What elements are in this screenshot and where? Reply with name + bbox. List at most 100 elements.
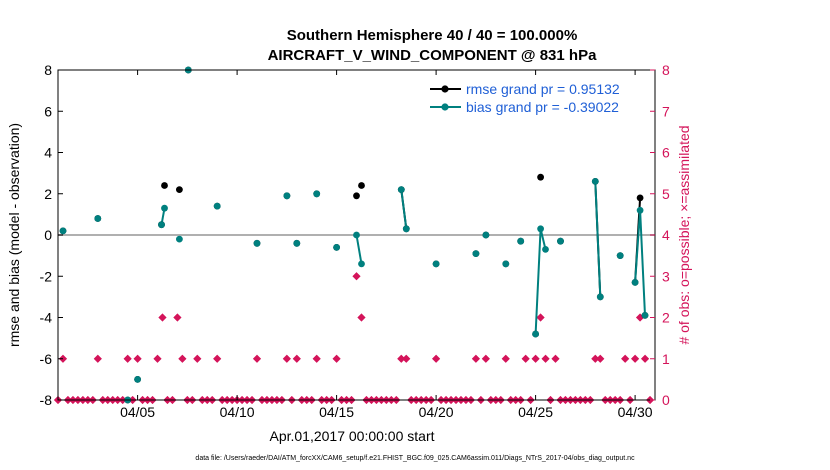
- obs-assimilated-marker: [471, 354, 480, 363]
- y-right-tick-label: 1: [662, 351, 670, 367]
- obs-assimilated-marker: [521, 354, 530, 363]
- obs-assimilated-marker: [621, 354, 630, 363]
- bias-point: [293, 239, 301, 247]
- bias-line-segment: [594, 181, 602, 297]
- bias-point: [472, 250, 480, 257]
- y-left-tick-label: -2: [40, 268, 53, 284]
- obs-assimilated-marker: [591, 354, 600, 363]
- x-tick-label: 04/10: [220, 404, 255, 420]
- rmse-point: [636, 194, 644, 202]
- bias-point: [517, 237, 525, 245]
- x-tick-label: 04/25: [518, 404, 553, 420]
- chart-title-line2: AIRCRAFT_V_WIND_COMPONENT @ 831 hPa: [268, 47, 598, 64]
- rmse-point: [161, 182, 168, 189]
- bias-point: [542, 246, 549, 253]
- x-axis-ticks: 04/05 04/10 04/15 04/20 04/25 04/30: [120, 70, 653, 420]
- bias-point: [631, 279, 639, 286]
- obs-assimilated-marker: [631, 354, 640, 363]
- bias-point: [502, 260, 510, 268]
- y-right-tick-label: 3: [662, 268, 670, 284]
- y-left-tick-label: -8: [40, 392, 53, 408]
- y-right-tick-label: 5: [662, 186, 670, 202]
- obs-assimilated-marker: [193, 354, 202, 363]
- x-axis-label: Apr.01,2017 00:00:00 start: [269, 428, 434, 444]
- data-file-footnote: data file: /Users/raeder/DAI/ATM_forcXX/…: [195, 455, 635, 462]
- chart-title-line1: Southern Hemisphere 40 / 40 = 100.000%: [287, 27, 578, 44]
- obs-assimilated-marker: [541, 354, 550, 363]
- legend-bias-marker: [441, 103, 449, 111]
- bias-point: [253, 239, 261, 247]
- x-tick-label: 04/20: [419, 404, 454, 420]
- y-right-tick-label: 7: [662, 103, 670, 119]
- bias-point: [213, 202, 221, 210]
- obs-assimilated-marker: [536, 313, 545, 322]
- rmse-point: [353, 192, 360, 200]
- bias-point: [397, 186, 405, 194]
- y-left-axis-label: rmse and bias (model - observation): [6, 123, 22, 347]
- obs-assimilated-marker: [352, 272, 361, 281]
- obs-assimilated-marker: [158, 313, 167, 322]
- obs-assimilated-marker: [357, 313, 366, 322]
- bias-point: [161, 204, 168, 212]
- obs-assimilated-marker: [292, 354, 301, 363]
- obs-assimilated-marker: [173, 313, 182, 322]
- y-left-tick-label: 8: [44, 62, 52, 78]
- bias-point: [283, 192, 291, 200]
- y-right-tick-label: 2: [662, 310, 670, 326]
- rmse-point: [358, 182, 365, 189]
- obs-assimilated-marker: [481, 354, 490, 363]
- obs-assimilated-marker: [596, 354, 605, 363]
- y-right-tick-label: 4: [662, 227, 670, 243]
- obs-assimilated-marker: [282, 354, 291, 363]
- x-tick-label: 04/05: [120, 404, 155, 420]
- y-right-tick-label: 0: [662, 392, 670, 408]
- y-right-axis-label: # of obs: o=possible; ×=assimilated: [676, 125, 692, 344]
- bias-point: [59, 227, 67, 235]
- series-points: [59, 66, 649, 404]
- bias-point: [482, 231, 490, 239]
- obs-assimilated-marker: [123, 354, 132, 363]
- rmse-point: [537, 173, 544, 181]
- bias-point: [641, 312, 649, 319]
- rmse-point: [176, 186, 183, 194]
- obs-assimilated-marker: [312, 354, 321, 363]
- obs-assimilated-marker: [397, 354, 406, 363]
- bias-line-segment: [355, 234, 363, 265]
- bias-point: [636, 206, 644, 214]
- y-left-tick-label: 0: [44, 227, 52, 243]
- bias-point: [432, 260, 440, 268]
- obs-assimilated-marker: [253, 354, 261, 363]
- obs-assimilated-marker: [133, 354, 142, 363]
- obs-assimilated-marker: [332, 354, 341, 363]
- bias-line-segment: [400, 189, 408, 229]
- bias-point: [616, 252, 624, 259]
- y-left-tick-label: 2: [44, 186, 52, 202]
- obs-assimilated-marker: [501, 354, 510, 363]
- y-right-tick-label: 6: [662, 145, 670, 161]
- y-right-tick-label: 8: [662, 62, 670, 78]
- legend-rmse-label: rmse grand pr = 0.95132: [466, 81, 620, 97]
- bias-point: [94, 215, 102, 222]
- obs-assimilated-marker: [153, 354, 162, 363]
- bias-point: [158, 221, 165, 229]
- legend-bias-label: bias grand pr = -0.39022: [466, 99, 619, 115]
- obs-assimilated-marker: [93, 354, 102, 363]
- bias-point: [353, 231, 360, 239]
- x-tick-label: 04/15: [319, 404, 354, 420]
- y-left-tick-label: 6: [44, 103, 52, 119]
- bias-point: [596, 293, 604, 301]
- obs-assimilated-marker: [641, 354, 650, 363]
- bias-point: [402, 225, 410, 233]
- obs-assimilated-marker: [531, 354, 540, 363]
- y-left-tick-label: 4: [44, 145, 52, 161]
- legend: rmse grand pr = 0.95132 bias grand pr = …: [430, 81, 620, 115]
- y-left-tick-label: -6: [40, 351, 53, 367]
- bias-point: [537, 225, 544, 233]
- bias-point: [591, 178, 599, 185]
- x-tick-label: 04/30: [618, 404, 653, 420]
- obs-assimilated-marker: [178, 354, 187, 363]
- obs-assimilated-marker: [551, 354, 560, 363]
- y-right-axis-ticks: 0 1 2 3 4 5 6 7 8: [650, 62, 670, 408]
- obs-assimilated-marker: [213, 354, 222, 363]
